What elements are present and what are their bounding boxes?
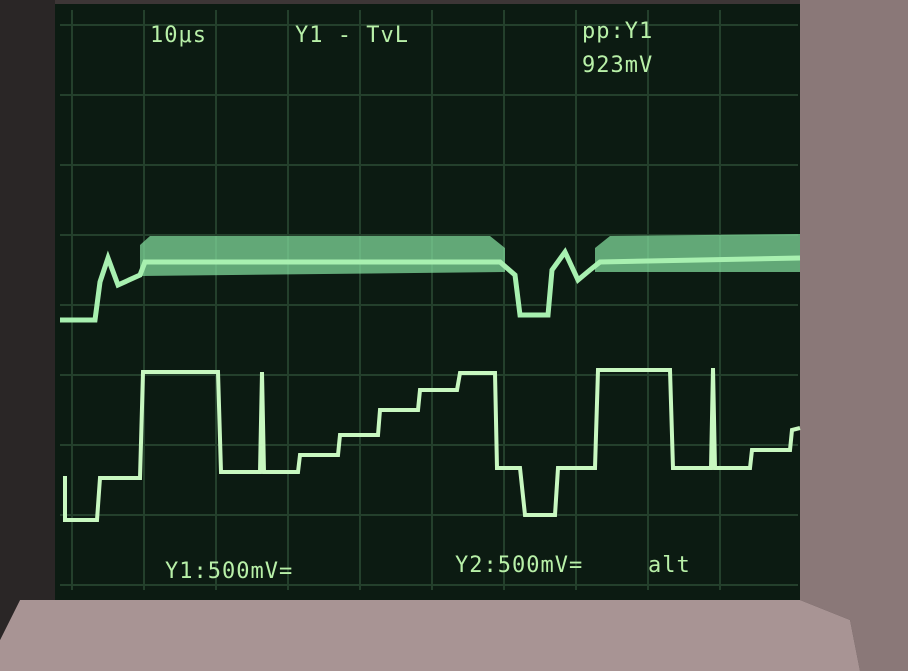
screen	[55, 4, 800, 600]
measurement-value: 923mV	[582, 53, 653, 78]
measurement: pp:Y1	[582, 19, 653, 44]
bezel-right	[800, 0, 908, 671]
graticule	[60, 10, 798, 590]
trace-y1	[60, 247, 801, 323]
trace-y2	[63, 367, 801, 522]
timebase: 10μs	[150, 23, 207, 48]
bezel-bottom	[0, 600, 860, 671]
mode: alt	[648, 553, 691, 578]
channel2-scale: Y2:500mV=	[455, 553, 583, 578]
bezel-left	[0, 0, 55, 640]
trigger: Y1 - TvL	[295, 23, 409, 48]
trace-band	[595, 234, 800, 272]
channel1-scale: Y1:500mV=	[165, 559, 293, 584]
trace-band	[140, 236, 505, 276]
